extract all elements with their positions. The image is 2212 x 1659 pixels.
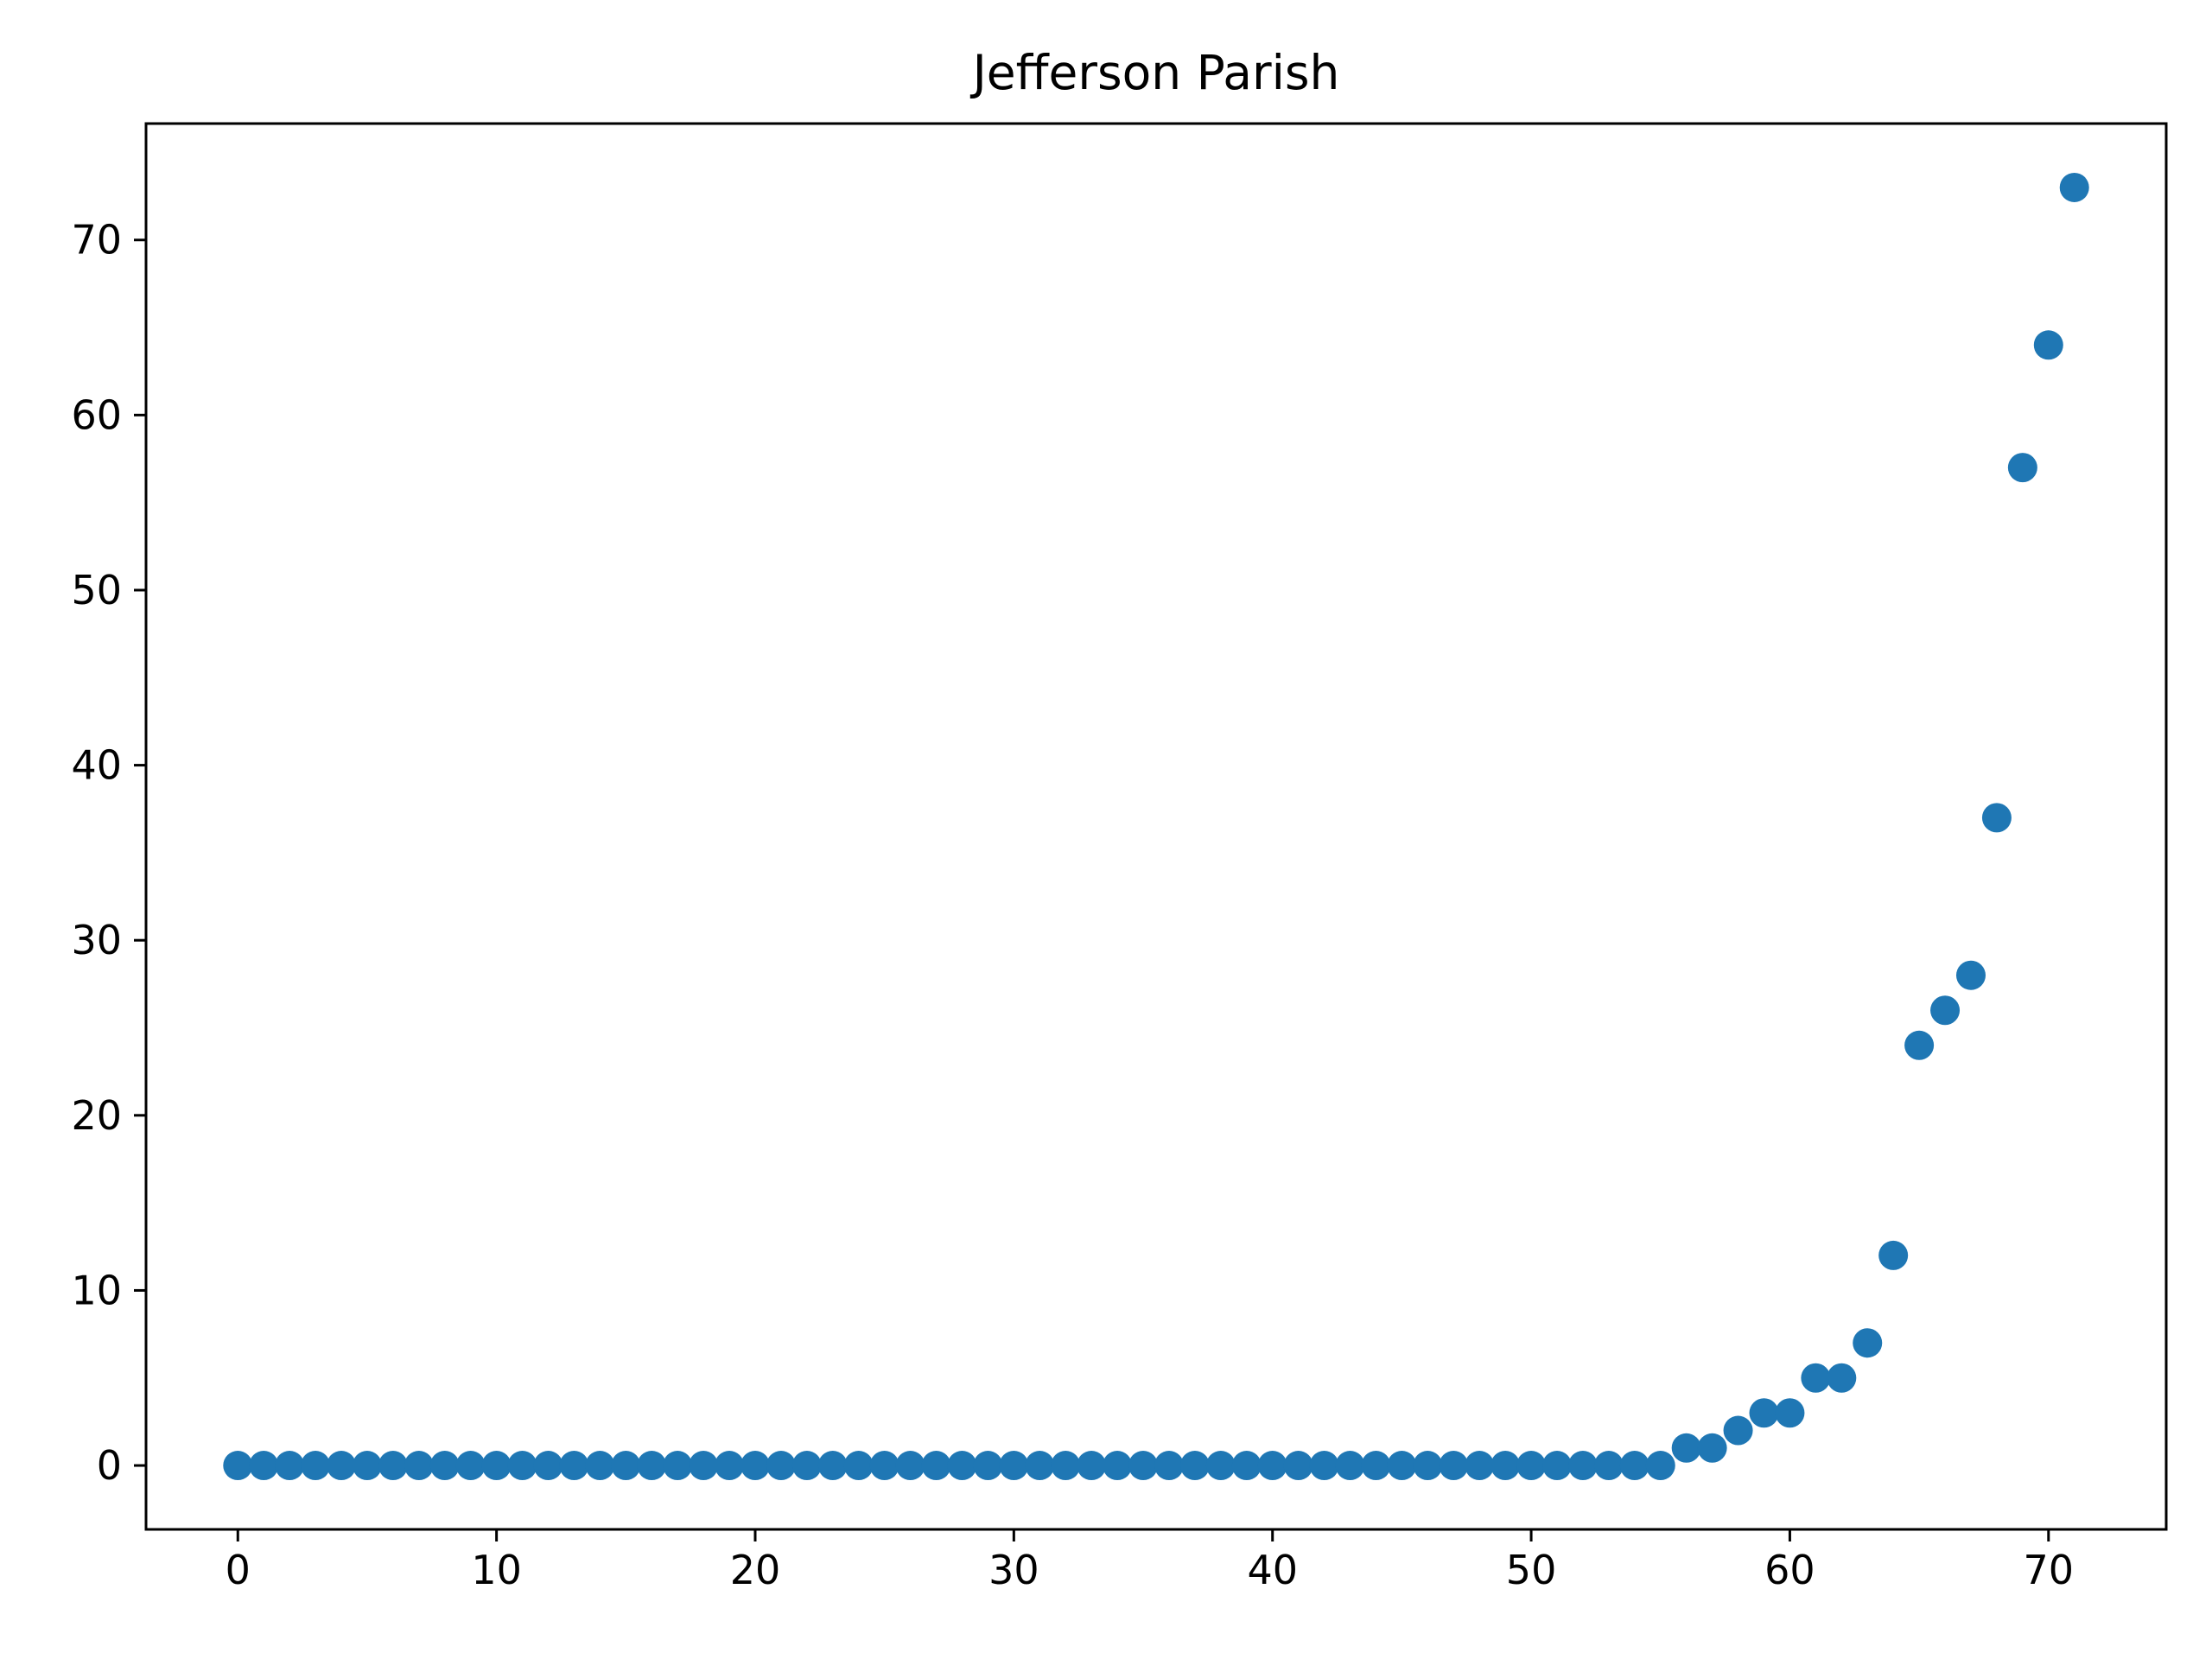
data-point [2059,172,2089,202]
y-tick-label: 30 [71,917,122,963]
x-tick-label: 70 [2024,1547,2075,1593]
y-tick-label: 10 [71,1267,122,1313]
data-point [455,1451,486,1481]
y-tick-label: 40 [71,742,122,789]
data-point [1516,1451,1547,1481]
data-point [611,1451,641,1481]
data-point [1361,1451,1391,1481]
data-point [585,1451,615,1481]
data-point [1309,1451,1339,1481]
data-point [1128,1451,1159,1481]
data-point [1723,1415,1753,1446]
data-point [507,1451,537,1481]
data-point [1077,1451,1107,1481]
data-point [1593,1451,1624,1481]
data-point [1231,1451,1262,1481]
data-point [1439,1451,1469,1481]
data-point [301,1451,331,1481]
data-point [1491,1451,1521,1481]
data-point [1645,1451,1675,1481]
data-point [327,1451,357,1481]
data-point [999,1451,1029,1481]
data-point [973,1451,1003,1481]
data-points [223,172,2089,1481]
data-point [1335,1451,1365,1481]
data-point [663,1451,693,1481]
data-point [1205,1451,1236,1481]
data-point [481,1451,512,1481]
data-point [249,1451,279,1481]
data-point [817,1451,848,1481]
data-point [1283,1451,1313,1481]
data-point [947,1451,977,1481]
data-point [404,1451,434,1481]
data-point [689,1451,719,1481]
data-point [1103,1451,1133,1481]
x-tick-label: 10 [471,1547,522,1593]
data-point [533,1451,563,1481]
data-point [1801,1363,1831,1393]
data-point [843,1451,874,1481]
data-point [1619,1451,1649,1481]
data-point [1981,803,2012,833]
data-point [559,1451,589,1481]
data-point [1179,1451,1210,1481]
plot-frame [144,122,2168,1531]
data-point [1775,1398,1805,1428]
data-point [1955,960,1986,990]
data-point [1025,1451,1055,1481]
x-tick-label: 40 [1247,1547,1298,1593]
data-point [1413,1451,1443,1481]
data-point [895,1451,925,1481]
data-point [1853,1328,1883,1358]
data-point [275,1451,305,1481]
x-axis: 0 10 20 30 40 50 60 70 [226,1529,2074,1593]
x-tick-label: 30 [988,1547,1039,1593]
data-point [1930,995,1961,1026]
data-point [1878,1240,1909,1270]
data-point [1904,1030,1935,1060]
data-point [223,1451,253,1481]
data-point [1697,1433,1727,1463]
data-point [1542,1451,1573,1481]
data-point [740,1451,770,1481]
data-point [1257,1451,1287,1481]
data-point [869,1451,899,1481]
data-point [352,1451,382,1481]
data-point [766,1451,796,1481]
y-tick-label: 70 [71,217,122,264]
data-point [791,1451,822,1481]
y-tick-label: 20 [71,1092,122,1139]
y-axis: 0 10 20 30 40 50 60 70 [71,217,146,1489]
data-point [2033,330,2063,360]
data-point [1749,1398,1779,1428]
data-point [429,1451,460,1481]
data-point [2007,453,2037,483]
y-tick-label: 60 [71,391,122,438]
data-point [1154,1451,1184,1481]
data-point [715,1451,745,1481]
x-tick-label: 0 [226,1547,251,1593]
data-point [378,1451,408,1481]
data-point [1567,1451,1598,1481]
chart-title: Jefferson Parish [970,45,1340,100]
y-tick-label: 50 [71,567,122,613]
data-point [921,1451,951,1481]
data-point [1387,1451,1417,1481]
x-tick-label: 60 [1764,1547,1815,1593]
x-tick-label: 50 [1506,1547,1557,1593]
x-tick-label: 20 [730,1547,781,1593]
data-point [1827,1363,1857,1393]
data-point [637,1451,667,1481]
data-point [1671,1433,1701,1463]
y-tick-label: 0 [97,1442,122,1489]
data-point [1051,1451,1081,1481]
data-point [1465,1451,1495,1481]
